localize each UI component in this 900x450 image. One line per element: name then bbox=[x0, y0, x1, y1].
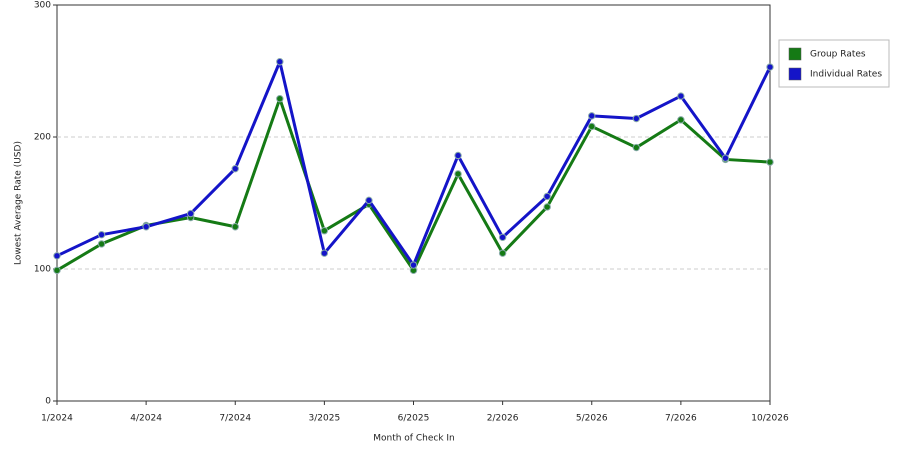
x-tick-label: 5/2026 bbox=[576, 414, 608, 424]
point bbox=[543, 192, 551, 201]
point bbox=[97, 230, 106, 239]
point bbox=[454, 170, 462, 178]
x-tick-label: 2/2026 bbox=[487, 414, 519, 424]
point bbox=[320, 227, 329, 235]
point bbox=[142, 223, 150, 231]
series-line bbox=[56, 97, 771, 272]
x-tick-label: 7/2026 bbox=[665, 414, 697, 424]
point bbox=[365, 196, 373, 205]
series-line bbox=[56, 60, 772, 267]
x-tick-label: 3/2025 bbox=[309, 414, 341, 424]
point bbox=[231, 164, 239, 173]
y-tick-label: 100 bbox=[34, 265, 51, 275]
y-tick-label: 0 bbox=[45, 397, 51, 407]
point bbox=[409, 261, 418, 269]
legend-label: Individual Rates bbox=[810, 70, 882, 80]
point bbox=[766, 63, 774, 71]
point bbox=[454, 151, 462, 160]
point bbox=[231, 223, 239, 231]
x-tick-label: 1/2024 bbox=[41, 414, 73, 424]
point bbox=[677, 92, 685, 100]
x-tick-label: 6/2025 bbox=[398, 414, 430, 424]
x-tick-label: 4/2024 bbox=[130, 414, 162, 424]
point bbox=[632, 143, 641, 152]
legend-label: Group Rates bbox=[810, 50, 866, 60]
point bbox=[498, 233, 507, 242]
point bbox=[97, 240, 106, 248]
legend-swatch bbox=[788, 67, 802, 81]
y-axis-label: Lowest Average Rate (USD) bbox=[14, 141, 24, 265]
x-tick-label: 7/2024 bbox=[219, 414, 251, 424]
point bbox=[320, 249, 329, 257]
point bbox=[632, 114, 641, 123]
y-tick-label: 300 bbox=[34, 1, 51, 11]
point bbox=[543, 203, 551, 211]
point bbox=[186, 209, 195, 218]
point bbox=[53, 252, 61, 260]
point bbox=[498, 249, 507, 257]
point bbox=[588, 112, 596, 120]
point bbox=[276, 95, 284, 103]
legend-swatch bbox=[788, 47, 802, 61]
point bbox=[588, 122, 596, 131]
point bbox=[721, 154, 730, 162]
x-axis-label: Month of Check In bbox=[373, 434, 455, 444]
point bbox=[53, 266, 61, 275]
x-tick-label: 10/2026 bbox=[751, 414, 789, 424]
point bbox=[276, 58, 284, 66]
plot-frame bbox=[56, 4, 771, 402]
y-tick-label: 200 bbox=[34, 133, 51, 143]
point bbox=[766, 158, 774, 166]
point bbox=[677, 116, 685, 124]
